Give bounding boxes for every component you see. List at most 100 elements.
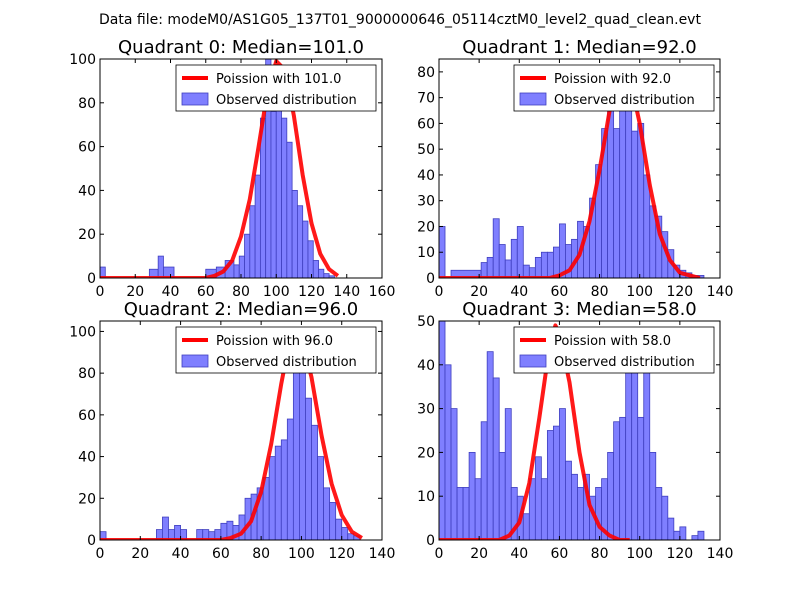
histogram-bar [270, 111, 277, 278]
histogram-bar [528, 478, 536, 540]
y-tick-label: 20 [78, 227, 96, 243]
histogram-bar [607, 107, 615, 278]
legend: Poission with 96.0 Observed distribution [175, 326, 377, 374]
histogram-bar [100, 531, 107, 540]
legend-box [175, 64, 377, 112]
legend-box [175, 326, 377, 374]
x-tick-label: 20 [126, 284, 144, 300]
y-tick-label: 40 [78, 450, 96, 466]
x-tick-label: 40 [172, 546, 190, 562]
histogram-bar [607, 451, 615, 540]
y-tick-label: 0 [426, 533, 435, 549]
histogram-bar [439, 321, 446, 540]
histogram-bar [577, 487, 584, 540]
quadrant-3-plot: Quadrant 3: Median=58.00 20 40 60 80 100 120 14… [417, 299, 733, 562]
y-tick-label: 30 [417, 194, 435, 210]
histogram-bar [238, 255, 245, 278]
x-tick-label: 120 [298, 284, 325, 300]
histogram-bar [613, 421, 621, 540]
y-tick-label: 60 [78, 140, 96, 156]
histogram-bar [174, 525, 181, 540]
legend-label-observed: Observed distribution [554, 93, 695, 108]
histogram-bar [504, 259, 512, 278]
histogram-bar [667, 517, 675, 540]
legend: Poission with 92.0 Observed distribution [513, 64, 715, 112]
y-tick-label: 0 [426, 271, 435, 287]
y-tick-label: 80 [78, 96, 96, 112]
histogram-bar [456, 487, 464, 540]
quadrant-1-plot: Quadrant 1: Median=92.00 20 40 60 80 100 120 14… [417, 37, 733, 300]
histogram-bar [679, 526, 687, 540]
histogram-bar [553, 246, 560, 278]
x-tick-label: 20 [470, 546, 488, 562]
histogram-bar [565, 460, 572, 540]
histogram-bar [553, 425, 560, 540]
histogram-bar [504, 408, 512, 540]
histogram-bar [323, 273, 330, 278]
histogram-bar [254, 174, 261, 278]
y-tick-label: 100 [69, 324, 96, 340]
x-tick-label: 120 [666, 284, 693, 300]
legend-bar-swatch [181, 92, 209, 106]
histogram-bar [486, 351, 494, 540]
x-tick-label: 80 [591, 546, 609, 562]
x-tick-label: 100 [626, 546, 653, 562]
histogram-bar [318, 268, 325, 278]
histogram-bar [450, 408, 458, 540]
plot-title: Quadrant 1: Median=92.0 [462, 37, 697, 58]
histogram-bar [323, 487, 331, 540]
histogram-bar [480, 262, 488, 278]
legend-label-poisson: Poission with 101.0 [216, 72, 341, 87]
histogram-bar [468, 451, 476, 540]
histogram-bar [291, 189, 298, 278]
histogram-bar [498, 451, 506, 540]
x-tick-label: 40 [510, 284, 528, 300]
x-tick-label: 60 [551, 546, 569, 562]
legend-label-poisson: Poission with 92.0 [554, 72, 671, 87]
histogram-bar [498, 244, 506, 278]
histogram-bar [595, 487, 602, 540]
histogram-bar [486, 256, 494, 278]
histogram-bar [317, 456, 324, 540]
histogram-bars [100, 351, 361, 540]
y-tick-label: 50 [417, 142, 435, 158]
plot-frame [438, 320, 721, 541]
x-tick-label: 20 [470, 284, 488, 300]
histogram-bars [439, 66, 705, 278]
histogram-bar [280, 439, 288, 540]
legend-label-observed: Observed distribution [554, 355, 695, 370]
y-tick-label: 100 [69, 52, 96, 68]
histogram-bar [691, 535, 699, 540]
legend-label-observed: Observed distribution [216, 93, 357, 108]
histogram-bars [100, 59, 335, 278]
histogram-bar [281, 117, 288, 278]
histogram-bar [619, 416, 627, 540]
histogram-bar [546, 251, 554, 278]
y-tick-label: 40 [417, 168, 435, 184]
legend-box [513, 64, 715, 112]
histogram-bar [299, 351, 306, 540]
histogram-bar [516, 226, 524, 278]
histogram-bar [311, 424, 318, 540]
plot-title: Quadrant 2: Median=96.0 [124, 299, 359, 320]
histogram-bar [492, 377, 500, 540]
histogram-bar [643, 364, 651, 540]
x-tick-label: 0 [435, 284, 444, 300]
histogram-bar [162, 516, 169, 540]
histogram-bar [286, 141, 293, 278]
histogram-bar [522, 513, 530, 540]
histogram-bar [233, 264, 240, 278]
histogram-bar [540, 478, 548, 540]
y-tick-label: 50 [417, 314, 435, 330]
histogram-bar [335, 518, 343, 540]
plot-frame [99, 320, 383, 541]
x-tick-label: 140 [707, 284, 734, 300]
histogram-bar [631, 130, 639, 278]
histogram-bar [268, 456, 276, 540]
histogram-bar [661, 495, 669, 540]
x-tick-label: 0 [435, 546, 444, 562]
histogram-bar [307, 240, 314, 278]
x-tick-label: 140 [333, 284, 360, 300]
legend: Poission with 101.0 Observed distribution [175, 64, 377, 112]
